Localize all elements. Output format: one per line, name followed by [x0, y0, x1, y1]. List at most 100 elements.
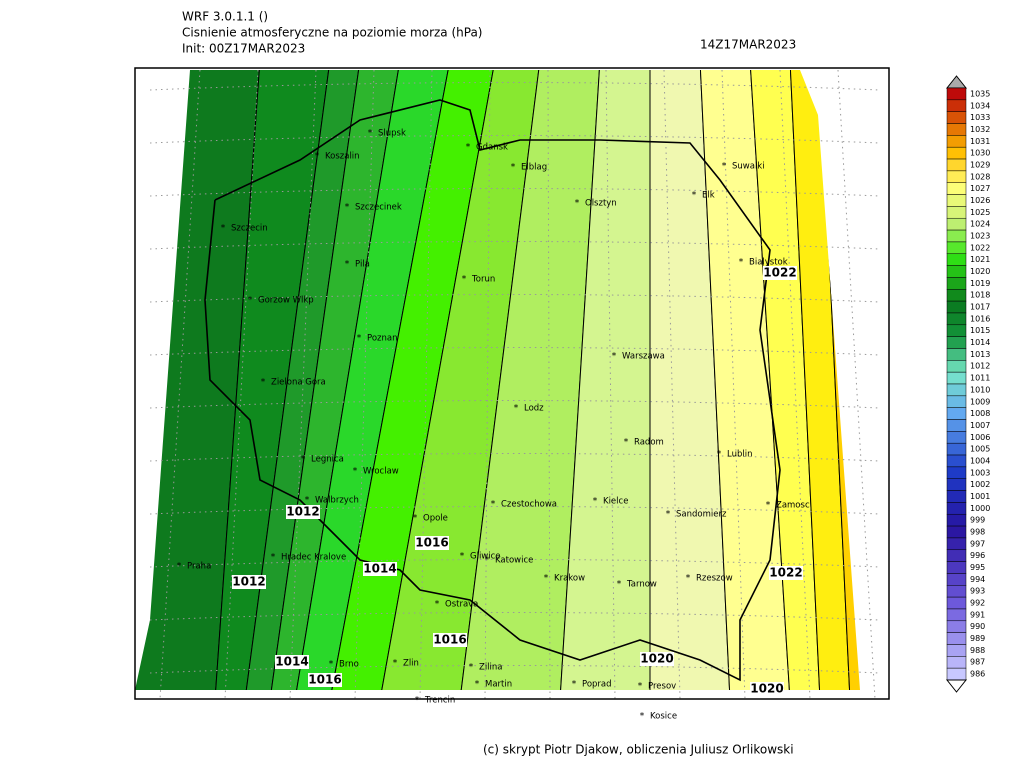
city-name: Gdansk: [476, 143, 508, 153]
colorbar-swatch: [946, 656, 967, 669]
colorbar-swatch: [946, 585, 967, 598]
city-name: Bialystok: [749, 258, 788, 268]
colorbar-swatch: [946, 265, 967, 278]
meridian: [547, 69, 551, 700]
colorbar-label: 1004: [970, 456, 990, 465]
city-name: Zlin: [403, 659, 419, 669]
colorbar-label: 993: [970, 587, 985, 596]
city-marker: *: [511, 163, 516, 173]
pressure-band: [789, 70, 851, 690]
city-marker: *: [177, 562, 182, 572]
colorbar-label: 1028: [970, 172, 990, 181]
colorbar-swatch: [946, 217, 967, 231]
colorbar-swatch: [946, 478, 967, 491]
colorbar-swatch: [946, 644, 967, 657]
colorbar-swatch: [946, 241, 967, 255]
contour-label: 1016: [415, 536, 448, 550]
contour-label-bg: [232, 575, 266, 589]
credit: (c) skrypt Piotr Djakow, obliczenia Juli…: [483, 743, 794, 757]
city-marker: *: [301, 455, 306, 465]
colorbar-swatch: [946, 360, 967, 373]
colorbar-swatch: [946, 87, 967, 101]
colorbar-swatch: [946, 182, 967, 195]
city-marker: *: [638, 682, 643, 692]
pressure-band: [214, 70, 331, 690]
city-name: Walbrzych: [315, 496, 359, 506]
contour-label-bg: [363, 562, 397, 576]
city-name: Zielona Gora: [271, 378, 326, 388]
pressure-band: [649, 70, 731, 690]
model-name: WRF 3.0.1.1 (): [182, 10, 268, 24]
colorbar-label: 1015: [970, 326, 990, 335]
city-marker: *: [739, 258, 744, 268]
colorbar-label: 1011: [970, 374, 990, 383]
colorbar-swatch: [946, 454, 967, 468]
city-name: Praha: [187, 562, 211, 572]
city-marker: *: [345, 260, 350, 270]
colorbar-label: 1005: [970, 445, 990, 454]
colorbar-label: 1021: [970, 255, 990, 264]
colorbar-top-arrow: [945, 75, 968, 89]
colorbar-label: 987: [970, 658, 985, 667]
colorbar-swatch: [946, 407, 967, 420]
city-name: Poprad: [582, 680, 612, 690]
city-marker: *: [469, 663, 474, 673]
city-name: Wroclaw: [363, 467, 399, 477]
city-marker: *: [271, 553, 276, 563]
city-marker: *: [544, 574, 549, 584]
colorbar-swatch: [946, 253, 967, 266]
city-name: Rzeszow: [696, 574, 733, 584]
city-marker: *: [572, 680, 577, 690]
contour-label-bg: [308, 673, 342, 687]
contour-label-bg: [769, 566, 803, 580]
city-marker: *: [460, 552, 465, 562]
city-marker: *: [514, 404, 519, 414]
colorbar-label: 1023: [970, 232, 990, 241]
colorbar-label: 1024: [970, 220, 990, 229]
colorbar-swatch: [946, 537, 967, 551]
city-name: Czestochowa: [501, 500, 557, 510]
city-name: Trencin: [424, 696, 455, 706]
city-marker: *: [368, 129, 373, 139]
city-name: Pila: [355, 260, 370, 270]
colorbar-swatch: [946, 229, 967, 243]
meridian: [663, 69, 681, 700]
city-marker: *: [717, 450, 722, 460]
meridian: [837, 69, 876, 700]
colorbar-swatch: [946, 300, 967, 314]
colorbar-swatch: [946, 632, 967, 645]
colorbar-label: 999: [970, 516, 985, 525]
city-marker: *: [393, 659, 398, 669]
city-name: Suwalki: [732, 162, 765, 172]
contour-label: 1016: [308, 673, 341, 687]
colorbar-swatch: [946, 561, 967, 574]
colorbar-swatch: [946, 123, 967, 136]
colorbar-swatch: [946, 146, 967, 160]
colorbar-swatch: [946, 194, 967, 207]
colorbar-swatch: [946, 383, 967, 397]
colorbar-label: 1016: [970, 314, 990, 323]
city-name: Zamosc: [776, 501, 810, 511]
colorbar-label: 1022: [970, 243, 990, 252]
contour-label-bg: [415, 536, 449, 550]
city-name: Lublin: [727, 450, 752, 460]
colorbar-label: 994: [970, 575, 985, 584]
city-name: Ostrava: [445, 600, 478, 610]
colorbar-label: 1035: [970, 89, 990, 98]
contour-label-bg: [640, 652, 674, 666]
contour-label: 1020: [750, 682, 783, 696]
colorbar-label: 1019: [970, 279, 990, 288]
city-marker: *: [345, 203, 350, 213]
meridian: [484, 69, 491, 700]
city-marker: *: [475, 680, 480, 690]
city-name: Gliwice: [470, 552, 501, 562]
city-marker: *: [329, 660, 334, 670]
colorbar-swatch: [946, 502, 967, 515]
colorbar-label: 997: [970, 539, 985, 548]
colorbar-label: 1031: [970, 137, 990, 146]
city-marker: *: [686, 574, 691, 584]
city-marker: *: [466, 143, 471, 153]
colorbar-label: 1012: [970, 362, 990, 371]
city-name: Martin: [485, 680, 512, 690]
colorbar-label: 1010: [970, 385, 990, 394]
